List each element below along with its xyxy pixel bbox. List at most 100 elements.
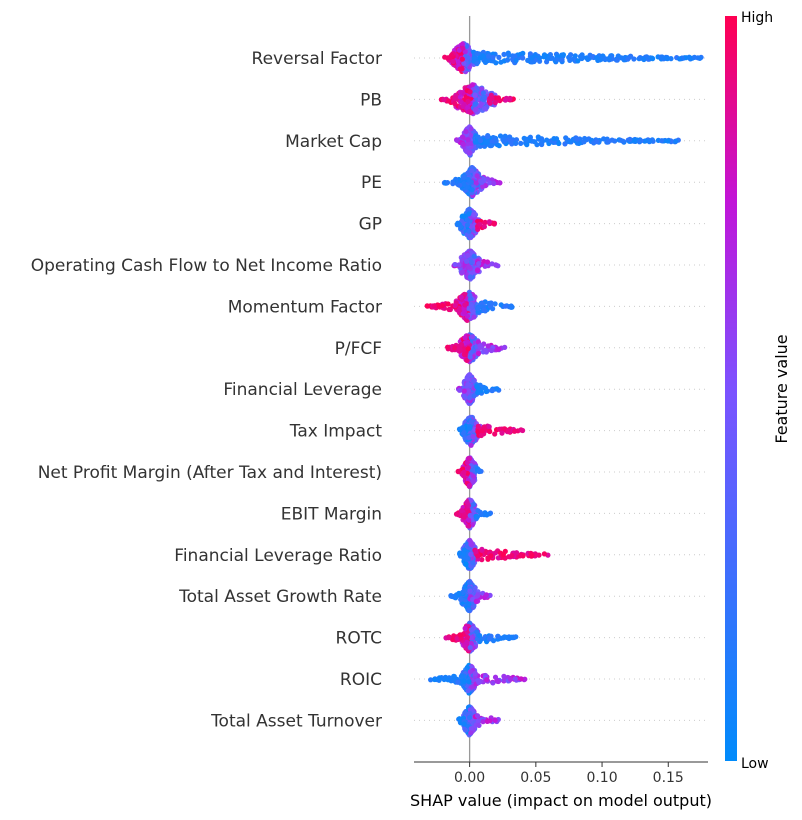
data-point	[462, 727, 469, 733]
data-point	[472, 670, 478, 677]
data-point	[495, 633, 501, 639]
data-point	[458, 596, 464, 603]
feature-label: EBIT Margin	[281, 504, 382, 524]
data-point	[485, 53, 492, 59]
data-point	[477, 509, 483, 515]
data-point	[461, 174, 467, 180]
data-point	[461, 551, 467, 557]
data-point	[468, 250, 474, 256]
data-point	[463, 129, 469, 135]
feature-dots	[441, 165, 503, 200]
feature-dots	[453, 497, 494, 531]
data-point	[461, 182, 467, 188]
data-point	[466, 523, 472, 529]
data-point	[513, 57, 519, 64]
feature-label: PB	[360, 90, 382, 110]
data-point	[466, 580, 473, 586]
data-point	[529, 55, 535, 61]
data-point	[478, 101, 484, 107]
data-point	[520, 427, 526, 434]
data-point	[467, 274, 473, 280]
data-point	[625, 56, 631, 62]
data-point	[464, 222, 470, 228]
data-point	[431, 303, 438, 309]
data-point	[518, 140, 524, 146]
data-point	[535, 134, 541, 140]
feature-label: GP	[359, 215, 382, 235]
data-point	[457, 632, 463, 638]
data-point	[471, 508, 477, 514]
data-point	[481, 307, 487, 313]
data-point	[480, 719, 486, 725]
data-point	[531, 139, 538, 145]
data-point	[480, 183, 486, 190]
data-point	[470, 473, 476, 479]
data-point	[549, 55, 555, 61]
data-point	[502, 97, 508, 103]
data-point	[559, 57, 565, 63]
data-point	[520, 55, 526, 61]
data-point	[493, 262, 499, 268]
data-point	[452, 101, 458, 107]
data-point	[518, 676, 524, 682]
data-point	[488, 92, 494, 98]
data-point	[473, 180, 479, 186]
data-point	[465, 252, 471, 258]
data-point	[467, 292, 473, 298]
data-point	[445, 301, 451, 307]
data-point	[467, 425, 473, 431]
data-point	[457, 89, 463, 95]
data-point	[468, 126, 474, 132]
data-point	[441, 97, 447, 103]
feature-dots	[451, 248, 501, 282]
data-point	[482, 347, 489, 353]
data-point	[677, 56, 683, 62]
data-point	[474, 384, 480, 390]
colorbar-title: Feature value	[772, 334, 791, 443]
data-point	[469, 467, 475, 473]
data-point	[465, 137, 471, 143]
data-point	[470, 348, 476, 354]
data-point	[451, 673, 457, 680]
data-point	[466, 211, 472, 217]
data-point	[472, 92, 478, 98]
data-point	[459, 674, 465, 680]
data-point	[487, 428, 493, 435]
data-point	[499, 430, 505, 436]
data-point	[663, 55, 669, 61]
data-point	[468, 640, 474, 647]
feature-dots	[438, 82, 516, 117]
data-point	[469, 334, 475, 340]
feature-dots	[455, 455, 484, 490]
data-point	[658, 138, 665, 144]
data-point	[444, 180, 451, 186]
data-point	[488, 142, 495, 149]
data-point	[458, 508, 465, 514]
data-point	[466, 435, 472, 441]
feature-dots	[443, 620, 519, 654]
data-point	[457, 387, 463, 393]
x-axis: 0.00 0.05 0.10 0.15 SHAP value (impact on m…	[410, 761, 712, 810]
data-point	[468, 551, 474, 558]
data-point	[467, 588, 473, 594]
feature-dots	[454, 124, 681, 158]
data-point	[514, 550, 520, 556]
feature-label: P/FCF	[335, 339, 382, 359]
data-point	[502, 344, 508, 350]
data-point	[490, 54, 496, 61]
data-point	[461, 347, 467, 353]
data-point	[474, 50, 480, 57]
data-point	[450, 58, 456, 65]
data-point	[551, 136, 557, 142]
data-point	[474, 713, 481, 719]
data-point	[467, 296, 474, 302]
data-point	[512, 676, 518, 682]
data-point	[468, 442, 474, 448]
data-point	[567, 139, 573, 145]
data-point	[523, 137, 529, 144]
colorbar: High Low Feature value	[725, 10, 791, 772]
data-point	[459, 134, 466, 140]
data-point	[641, 56, 647, 63]
data-point	[460, 45, 466, 51]
